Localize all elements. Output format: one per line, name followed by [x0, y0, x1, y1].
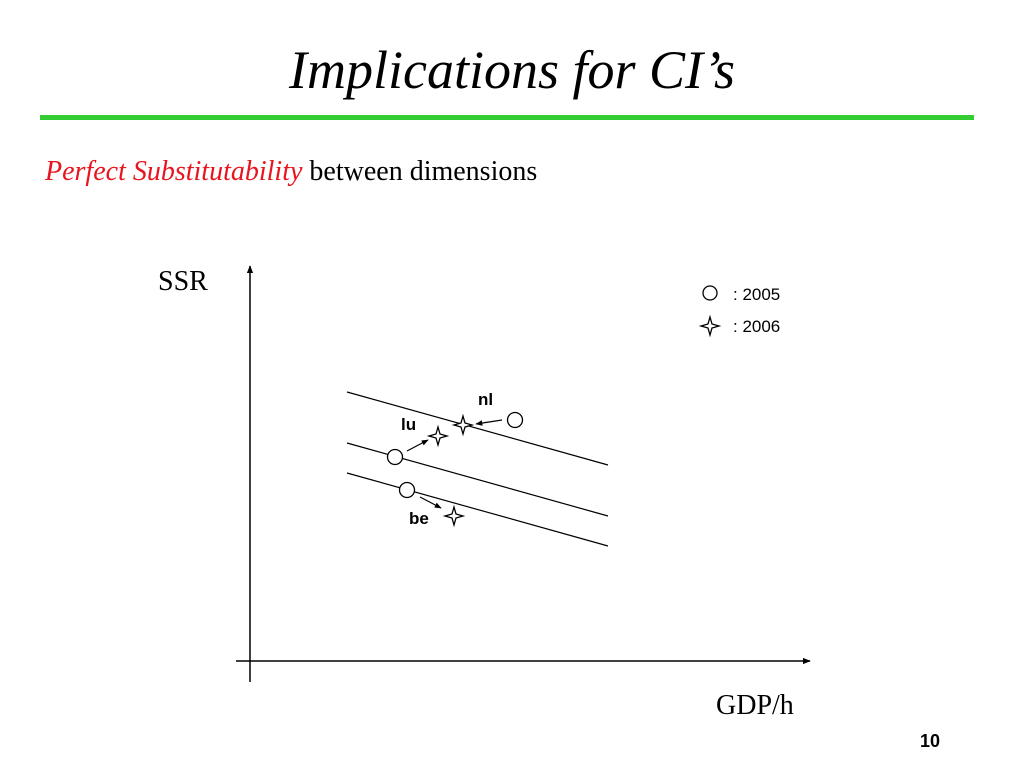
slide-subtitle: Perfect Substitutability between dimensi… — [45, 154, 537, 190]
nl-2005-marker — [506, 411, 524, 429]
x-axis-label: GDP/h — [716, 690, 794, 721]
legend-label-2006: : 2006 — [733, 317, 780, 336]
iso-line-bottom — [346, 472, 609, 547]
be-label: be — [409, 509, 429, 528]
legend: : 2005 : 2006 — [700, 285, 780, 336]
title-divider — [40, 115, 974, 120]
nl-label: nl — [478, 390, 493, 409]
subtitle-text: between dimensions — [302, 156, 538, 187]
nl-2006-marker — [453, 415, 473, 435]
iso-line-top — [346, 391, 609, 466]
country-nl: nl — [453, 390, 524, 435]
lu-label: lu — [401, 415, 416, 434]
y-axis-label: SSR — [158, 266, 208, 297]
legend-star-icon — [700, 316, 720, 336]
lu-shift-arrow — [406, 439, 429, 452]
legend-circle-icon — [702, 285, 718, 301]
lu-2006-marker — [428, 426, 448, 446]
be-2006-marker — [444, 506, 464, 526]
be-2005-marker — [398, 481, 416, 499]
nl-shift-arrow — [475, 419, 503, 426]
slide-title: Implications for CI’s — [288, 40, 736, 100]
country-lu: lu — [386, 415, 448, 466]
be-shift-arrow — [419, 496, 442, 509]
country-be: be — [398, 481, 464, 528]
legend-label-2005: : 2005 — [733, 285, 780, 304]
lu-2005-marker — [386, 448, 404, 466]
page-number: 10 — [919, 731, 940, 751]
subtitle-emphasis: Perfect Substitutability — [45, 156, 303, 187]
